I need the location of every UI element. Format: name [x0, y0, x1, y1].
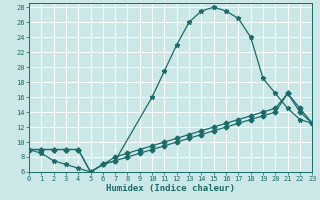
X-axis label: Humidex (Indice chaleur): Humidex (Indice chaleur)	[106, 184, 235, 193]
